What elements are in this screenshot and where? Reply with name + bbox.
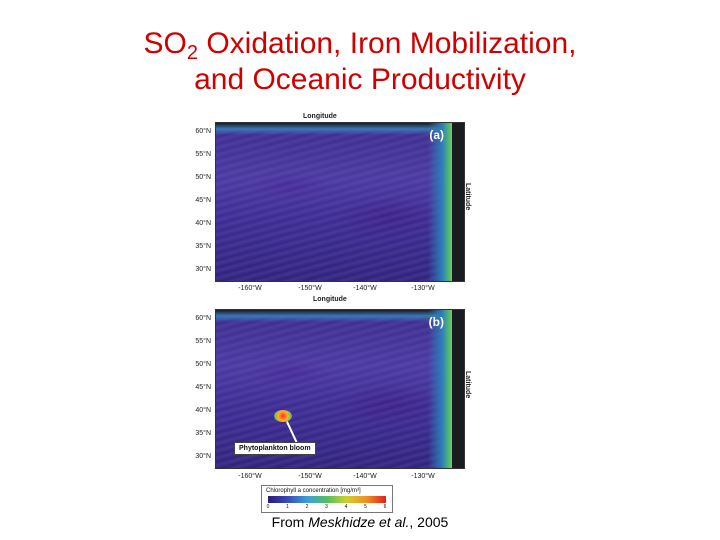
- map-panel-a: (a): [215, 122, 465, 282]
- land-mass: [452, 123, 464, 281]
- lat-tick-label: 60°N: [195, 128, 211, 135]
- lon-tick-label: -130°W: [411, 285, 435, 292]
- title-subscript-2: 2: [186, 42, 198, 64]
- source-caption: From Meskhidze et al., 2005: [0, 514, 720, 530]
- satellite-figure: Longitude (a) 60°N 55°N 50°N 45°N 40°N 35°N 30…: [185, 113, 476, 515]
- north-coastline: [216, 123, 464, 135]
- colorbar-tick-label: 2: [305, 504, 309, 510]
- lat-tick-label: 45°N: [195, 384, 211, 391]
- panel-b-right-axis-title: Latitude: [464, 371, 471, 399]
- lat-tick-label: 40°N: [195, 407, 211, 414]
- lon-tick-label: -150°W: [298, 473, 322, 480]
- title-so: SO: [143, 27, 187, 60]
- panel-b-letter: (b): [428, 315, 444, 329]
- lat-tick-label: 35°N: [195, 430, 211, 437]
- lat-tick-label: 50°N: [195, 361, 211, 368]
- title-line1-rest: Oxidation, Iron Mobilization,: [197, 27, 577, 60]
- slide-title: SO2 Oxidation, Iron Mobilization, and Oc…: [0, 26, 720, 98]
- lat-tick-label: 50°N: [195, 174, 211, 181]
- lat-tick-label: 30°N: [195, 266, 211, 273]
- colorbar-tick-label: 4: [344, 504, 348, 510]
- lat-tick-label: 35°N: [195, 243, 211, 250]
- lon-tick-label: -150°W: [298, 285, 322, 292]
- caption-prefix: From: [271, 514, 309, 530]
- bloom-label: Phytoplankton bloom: [234, 442, 316, 455]
- chlorophyll-colorbar-legend: Chlorophyll a concentration [mg/m³] 0 1 2 3…: [261, 485, 393, 513]
- lat-tick-label: 60°N: [195, 315, 211, 322]
- lat-tick-label: 30°N: [195, 453, 211, 460]
- slide-title-line-1: SO2 Oxidation, Iron Mobilization,: [0, 26, 720, 64]
- lat-tick-label: 45°N: [195, 197, 211, 204]
- colorbar-title: Chlorophyll a concentration [mg/m³]: [266, 488, 361, 494]
- ocean-texture: [216, 123, 464, 281]
- lat-tick-label: 55°N: [195, 338, 211, 345]
- north-coastline: [216, 310, 464, 322]
- colorbar-tick-label: 1: [286, 504, 289, 510]
- lat-tick-label: 40°N: [195, 220, 211, 227]
- land-mass: [452, 310, 464, 468]
- phytoplankton-bloom-marker: [274, 410, 292, 422]
- lon-tick-label: -130°W: [411, 473, 435, 480]
- colorbar-gradient: [268, 496, 386, 503]
- map-panel-b: (b) Phytoplankton bloom: [215, 309, 465, 469]
- ocean-texture: [216, 310, 464, 468]
- slide-title-line-2: and Oceanic Productivity: [194, 63, 526, 96]
- lon-tick-label: -140°W: [353, 473, 377, 480]
- panel-a-letter: (a): [429, 128, 444, 142]
- lon-tick-label: -160°W: [238, 473, 262, 480]
- caption-suffix: , 2005: [409, 514, 449, 530]
- colorbar-tick-label: 3: [325, 504, 328, 510]
- panel-a-top-axis-title: Longitude: [303, 113, 337, 120]
- lon-tick-label: -160°W: [238, 285, 262, 292]
- colorbar-tick-label: 6: [383, 504, 387, 510]
- colorbar-tick-label: 5: [364, 504, 367, 510]
- colorbar-tick-label: 0: [266, 504, 270, 510]
- caption-author: Meskhidze et al.: [308, 514, 410, 530]
- panel-a-right-axis-title: Latitude: [464, 183, 471, 211]
- panel-a-bottom-axis-title: Longitude: [313, 296, 347, 303]
- lat-tick-label: 55°N: [195, 151, 211, 158]
- lon-tick-label: -140°W: [353, 285, 377, 292]
